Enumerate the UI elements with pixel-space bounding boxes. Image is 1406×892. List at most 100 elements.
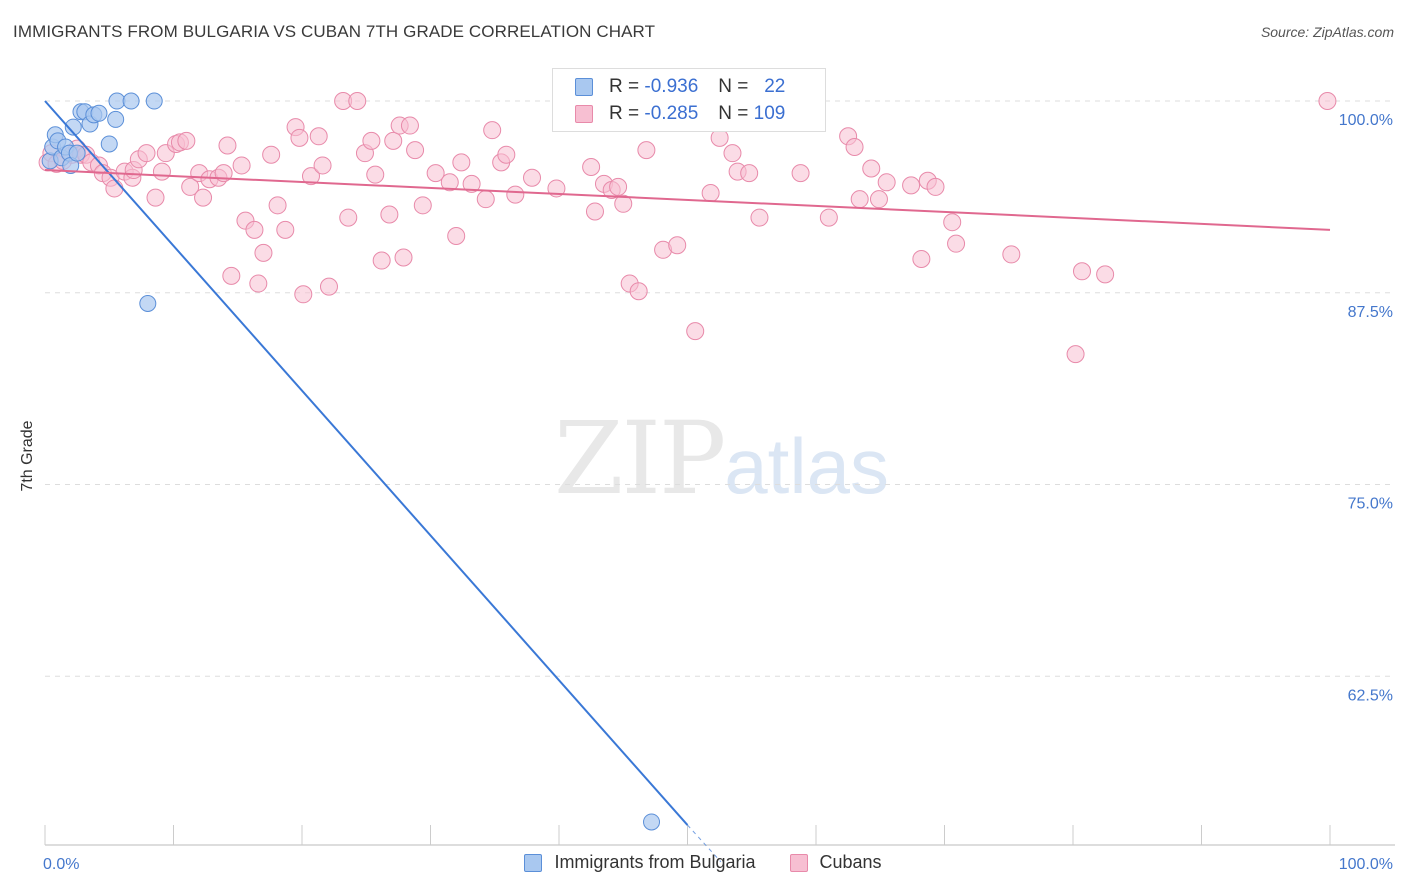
cuban-point bbox=[582, 157, 601, 176]
cuban-point bbox=[339, 208, 358, 227]
r-value: -0.285 bbox=[644, 103, 699, 124]
n-value: 109 bbox=[753, 103, 786, 124]
bulgaria-points bbox=[41, 92, 661, 831]
bulgaria-point bbox=[643, 813, 661, 831]
cuban-point bbox=[497, 145, 516, 164]
chart-title: IMMIGRANTS FROM BULGARIA VS CUBAN 7TH GR… bbox=[13, 22, 656, 41]
cuban-point bbox=[926, 177, 945, 196]
cuban-point bbox=[362, 131, 381, 150]
cuban-point bbox=[290, 128, 309, 147]
cuban-point bbox=[668, 236, 687, 255]
cuban-point bbox=[301, 167, 320, 186]
cuban-point bbox=[943, 213, 962, 232]
cuban-point bbox=[585, 202, 604, 221]
cuban-point bbox=[181, 177, 200, 196]
cuban-point bbox=[1318, 92, 1337, 111]
cuban-point bbox=[819, 208, 838, 227]
cuban-point bbox=[232, 156, 251, 175]
cuban-point bbox=[750, 208, 769, 227]
watermark-atlas: atlas bbox=[724, 422, 890, 510]
cubans-swatch bbox=[789, 853, 808, 872]
cuban-point bbox=[447, 227, 466, 246]
trend-lines bbox=[44, 100, 1331, 863]
bulgaria-point bbox=[145, 92, 163, 110]
cuban-point bbox=[637, 141, 656, 160]
bulgaria-point bbox=[107, 110, 125, 128]
cuban-point bbox=[462, 174, 481, 193]
n-label: N = bbox=[718, 103, 749, 124]
cubans-swatch bbox=[575, 105, 593, 123]
stats-legend-row-cubans: R = -0.285 N = 109 bbox=[575, 102, 785, 126]
y-tick-label: 87.5% bbox=[1348, 304, 1393, 321]
cuban-point bbox=[348, 92, 367, 111]
cuban-point bbox=[294, 285, 313, 304]
cuban-point bbox=[276, 220, 295, 239]
bulgaria-point bbox=[100, 135, 118, 153]
axes bbox=[44, 825, 1395, 846]
grid-lines bbox=[45, 100, 1395, 677]
y-tick-label: 62.5% bbox=[1348, 687, 1393, 704]
cuban-point bbox=[372, 251, 391, 270]
bulgaria-trend-extension bbox=[687, 824, 722, 863]
cuban-point bbox=[452, 153, 471, 172]
cuban-point bbox=[1002, 245, 1021, 264]
watermark-zip: ZIP bbox=[554, 400, 726, 517]
cuban-point bbox=[1072, 262, 1091, 281]
bulgaria-swatch bbox=[575, 78, 593, 96]
bulgaria-point bbox=[122, 92, 140, 110]
bulgaria-point bbox=[90, 104, 108, 122]
bulgaria-point bbox=[108, 92, 126, 110]
cuban-point bbox=[222, 266, 241, 285]
cuban-point bbox=[406, 141, 425, 160]
cuban-point bbox=[268, 196, 287, 215]
cuban-point bbox=[483, 121, 502, 140]
cuban-point bbox=[380, 205, 399, 224]
cuban-point bbox=[366, 165, 385, 184]
legend-label-cubans: Cubans bbox=[819, 852, 882, 872]
cuban-point bbox=[614, 194, 633, 213]
cuban-point bbox=[152, 162, 171, 181]
cuban-point bbox=[877, 173, 896, 192]
legend-label-bulgaria: Immigrants from Bulgaria bbox=[554, 852, 756, 872]
cuban-point bbox=[740, 164, 759, 183]
cuban-point bbox=[701, 184, 720, 203]
cuban-point bbox=[309, 127, 328, 146]
cuban-point bbox=[413, 196, 432, 215]
cuban-point bbox=[947, 234, 966, 253]
cuban-point bbox=[426, 164, 445, 183]
cuban-point bbox=[400, 116, 419, 135]
cuban-point bbox=[523, 168, 542, 187]
cuban-point bbox=[384, 131, 403, 150]
x-tick-label: 100.0% bbox=[1339, 856, 1393, 873]
cuban-trend-line bbox=[44, 169, 1331, 231]
cuban-point bbox=[254, 243, 273, 262]
r-label: R = bbox=[609, 76, 640, 97]
x-tick-label: 0.0% bbox=[43, 856, 79, 873]
cuban-point bbox=[850, 190, 869, 209]
cuban-point bbox=[723, 144, 742, 163]
cuban-points bbox=[38, 92, 1337, 364]
cuban-point bbox=[313, 156, 332, 175]
series-legend: Immigrants from Bulgaria Cubans bbox=[0, 852, 1406, 873]
cuban-point bbox=[1066, 345, 1085, 364]
cuban-point bbox=[105, 179, 124, 198]
cuban-point bbox=[394, 248, 413, 267]
cuban-point bbox=[218, 136, 237, 155]
cuban-point bbox=[1096, 265, 1115, 284]
cuban-point bbox=[869, 190, 888, 209]
legend-item-bulgaria[interactable]: Immigrants from Bulgaria bbox=[524, 852, 756, 873]
legend-item-cubans[interactable]: Cubans bbox=[789, 852, 882, 873]
r-label: R = bbox=[609, 103, 640, 124]
bulgaria-point bbox=[68, 144, 86, 162]
y-tick-label: 75.0% bbox=[1348, 496, 1393, 513]
cuban-point bbox=[862, 159, 881, 178]
r-value: -0.936 bbox=[644, 76, 699, 97]
cuban-point bbox=[506, 185, 525, 204]
stats-legend: R = -0.936 N = 22 R = -0.285 N = 109 bbox=[552, 68, 826, 132]
cuban-point bbox=[912, 250, 931, 269]
bulgaria-point bbox=[139, 294, 157, 312]
source-credit: Source: ZipAtlas.com bbox=[1260, 24, 1394, 40]
n-value: 22 bbox=[764, 76, 786, 97]
cuban-point bbox=[629, 282, 648, 301]
